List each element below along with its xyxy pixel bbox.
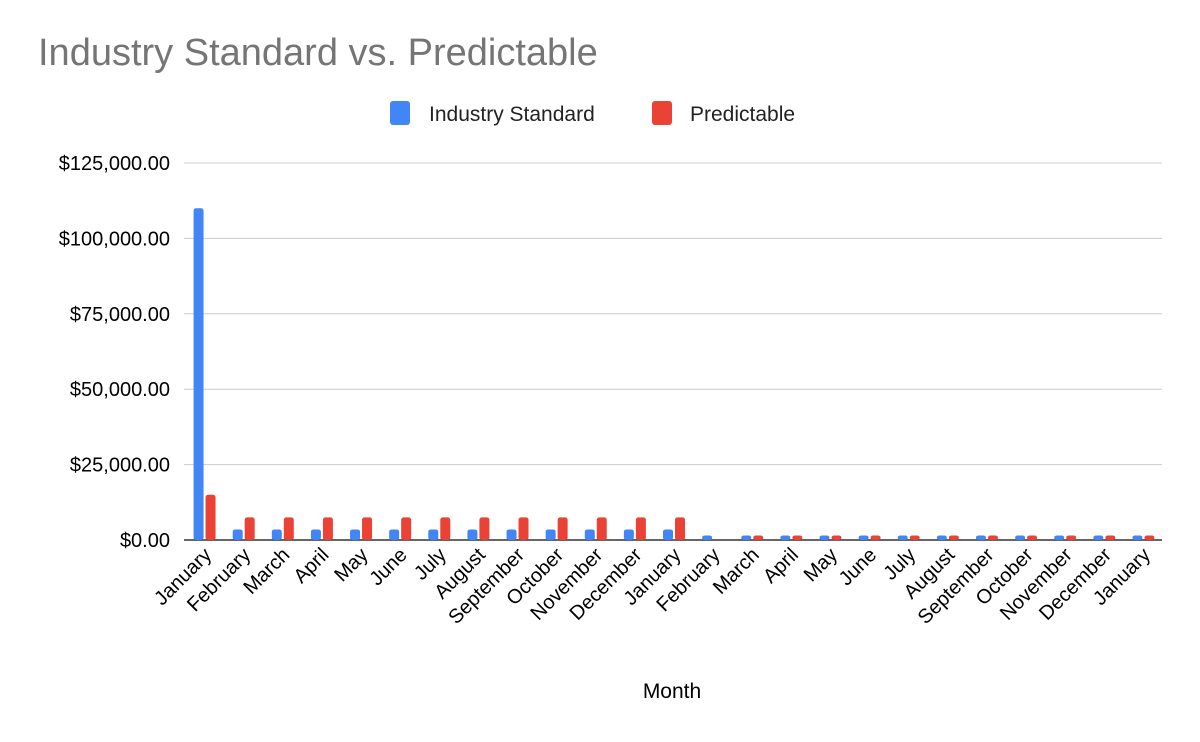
y-tick-label: $25,000.00 [70, 455, 170, 477]
bar-predictable [1027, 535, 1038, 540]
bar-industry-standard [1054, 535, 1065, 540]
bar-industry-standard [584, 529, 595, 540]
x-tick-label: May [330, 544, 372, 586]
legend-label-industry-standard: Industry Standard [429, 103, 595, 126]
bar-industry-standard [389, 529, 400, 540]
bar-predictable [948, 535, 959, 540]
bar-industry-standard [1132, 535, 1143, 540]
bar-predictable [831, 535, 842, 540]
bar-predictable [870, 535, 881, 540]
bar-industry-standard [232, 529, 243, 540]
bar-industry-standard [663, 529, 673, 540]
bar-predictable [244, 517, 255, 540]
bar-predictable [479, 517, 490, 540]
legend: Industry Standard Predictable [390, 101, 795, 126]
bar-predictable [1066, 535, 1077, 540]
x-axis-title: Month [643, 680, 701, 703]
bar-industry-standard [897, 535, 908, 540]
legend-swatch-industry-standard [390, 101, 410, 125]
bar-predictable [322, 517, 333, 540]
x-tick-label: May [800, 544, 842, 586]
gridlines [184, 162, 1162, 541]
x-axis-ticks: JanuaryFebruaryMarchAprilMayJuneJulyAugu… [150, 544, 1155, 629]
bar-predictable [1105, 535, 1116, 540]
bar-predictable [792, 535, 803, 540]
bar-industry-standard [623, 529, 634, 540]
y-tick-label: $125,000.00 [59, 153, 170, 175]
x-tick-label: June [835, 544, 881, 590]
y-tick-label: $100,000.00 [59, 228, 170, 250]
bar-predictable [440, 517, 451, 540]
bar-industry-standard [819, 535, 830, 540]
bar-industry-standard [428, 529, 439, 540]
bar-industry-standard [741, 535, 752, 540]
bar-industry-standard [545, 529, 556, 540]
bar-predictable [675, 517, 685, 540]
x-tick-label: June [365, 544, 411, 590]
bar-industry-standard [506, 529, 517, 540]
bar-predictable [987, 535, 998, 540]
x-tick-label: April [290, 544, 334, 588]
chart-title: Industry Standard vs. Predictable [38, 32, 598, 74]
y-tick-label: $0.00 [120, 530, 170, 552]
legend-swatch-predictable [652, 101, 672, 125]
bar-predictable [753, 535, 764, 540]
bar-industry-standard [193, 208, 204, 541]
bar-industry-standard [780, 535, 791, 540]
bar-industry-standard [936, 535, 947, 540]
bar-industry-standard [702, 535, 713, 540]
x-tick-label: April [759, 544, 803, 588]
bar-industry-standard [467, 529, 478, 540]
bar-industry-standard [350, 529, 361, 540]
bar-predictable [557, 517, 568, 540]
bar-predictable [362, 517, 373, 540]
y-tick-label: $50,000.00 [70, 379, 170, 401]
bar-predictable [1144, 535, 1155, 540]
bar-industry-standard [975, 535, 986, 540]
legend-label-predictable: Predictable [690, 103, 795, 126]
bar-industry-standard [310, 529, 321, 540]
bar-predictable [909, 535, 920, 540]
bar-industry-standard [271, 529, 282, 540]
bar-predictable [518, 517, 529, 540]
bar-industry-standard [858, 535, 869, 540]
bar-predictable [283, 517, 294, 540]
y-axis-ticks: $0.00 $25,000.00 $50,000.00 $75,000.00 $100,… [59, 153, 170, 552]
bar-predictable [205, 494, 216, 540]
bar-predictable [401, 517, 412, 540]
bars [193, 208, 1155, 541]
bar-predictable [635, 517, 646, 540]
bar-industry-standard [1015, 535, 1026, 540]
bar-predictable [596, 517, 607, 540]
y-tick-label: $75,000.00 [70, 304, 170, 326]
bar-industry-standard [1093, 535, 1104, 540]
